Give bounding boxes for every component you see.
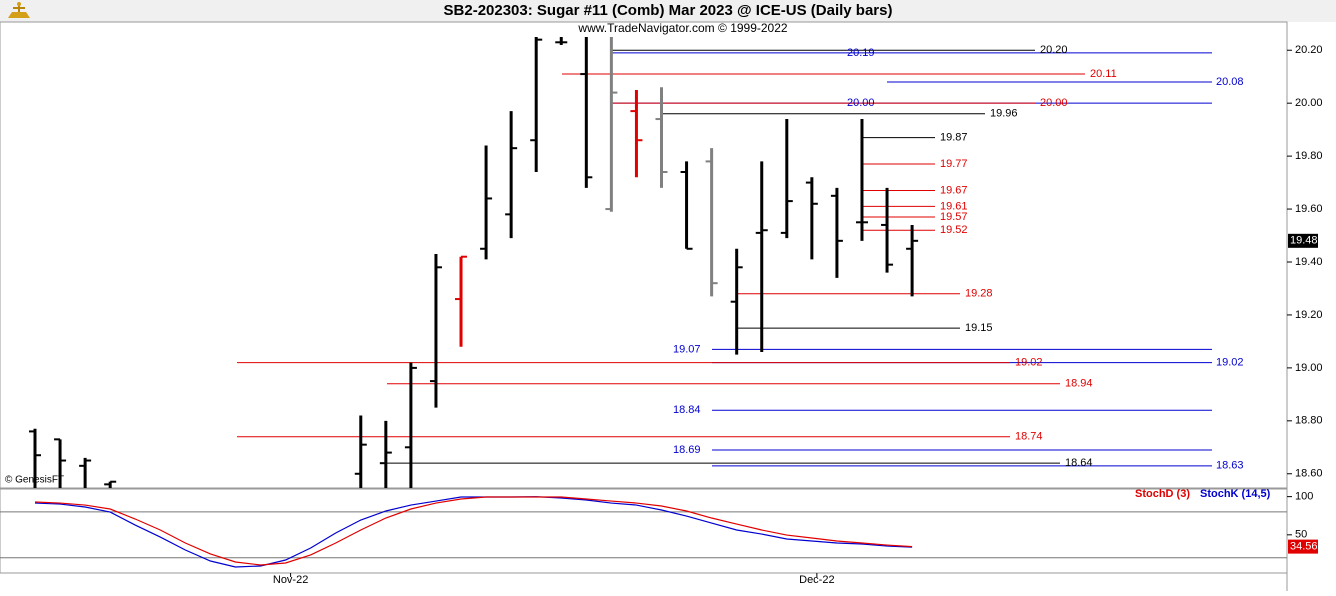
labels: 18.60 18.80 19.00 19.20 19.40 19.60 19.80 20.00… [273, 44, 1323, 586]
y-tick-label: 19.80 [1295, 150, 1323, 162]
stoch-area [0, 496, 1287, 568]
legend-entry: StochD (3) [1135, 488, 1190, 500]
stoch-line [34, 496, 913, 568]
x-tick-label: Dec-22 [799, 574, 834, 586]
y-tick-label: 19.20 [1295, 309, 1323, 321]
title-bar [0, 0, 1336, 22]
level-label: 18.63 [1216, 460, 1244, 472]
level-label: 19.61 [940, 200, 968, 212]
stoch-line [34, 496, 913, 566]
level-label: 19.87 [940, 131, 968, 143]
level-label: 19.77 [940, 158, 968, 170]
last-price-box [1288, 233, 1318, 248]
last-value-box [1288, 539, 1318, 554]
main-panel [0, 21, 1288, 489]
y-tick-label: 20.20 [1295, 44, 1323, 56]
last-value: 34.56 [1290, 541, 1318, 553]
level-label: 19.52 [940, 224, 968, 236]
y-tick-label: 18.60 [1295, 468, 1323, 480]
level-label: 20.11 [1090, 68, 1117, 80]
y-tick-label: 50 [1295, 529, 1307, 541]
level-label: 18.94 [1065, 378, 1093, 390]
level-label: 19.02 [1015, 356, 1043, 368]
level-label: 19.15 [965, 322, 993, 334]
level-label: 18.74 [1015, 431, 1043, 443]
y-tick-label: 20.00 [1295, 97, 1323, 109]
level-label: 20.00 [1040, 97, 1068, 109]
logo [8, 2, 30, 18]
level-label: 19.67 [940, 184, 968, 196]
y-tick-label: 19.60 [1295, 203, 1323, 215]
chart-title: SB2-202303: Sugar #11 (Comb) Mar 2023 @ … [444, 2, 893, 19]
level-label: 19.96 [990, 108, 1018, 120]
level-label: 19.02 [1216, 356, 1244, 368]
price-area [29, 37, 1212, 488]
stoch-panel [0, 488, 1288, 574]
x-tick-label: Nov-22 [273, 574, 308, 586]
y-tick-label: 18.80 [1295, 415, 1323, 427]
last-price: 19.48 [1290, 235, 1318, 247]
level-label: 19.57 [940, 211, 968, 223]
level-label: 20.20 [1040, 44, 1068, 56]
legend-entry: StochK (14,5) [1200, 488, 1271, 500]
y-tick-label: 19.40 [1295, 256, 1323, 268]
level-label: 20.08 [1216, 76, 1244, 88]
level-label: 18.69 [673, 444, 701, 456]
level-label: 18.64 [1065, 457, 1093, 469]
y-tick-label: 19.00 [1295, 362, 1323, 374]
level-label: 18.84 [673, 404, 701, 416]
level-label: 20.00 [847, 97, 875, 109]
level-label: 19.07 [673, 343, 701, 355]
y-tick-label: 100 [1295, 491, 1313, 503]
level-label: 20.19 [847, 47, 875, 59]
subtitle: www.TradeNavigator.com © 1999-2022 [577, 21, 787, 35]
level-label: 19.28 [965, 288, 993, 300]
